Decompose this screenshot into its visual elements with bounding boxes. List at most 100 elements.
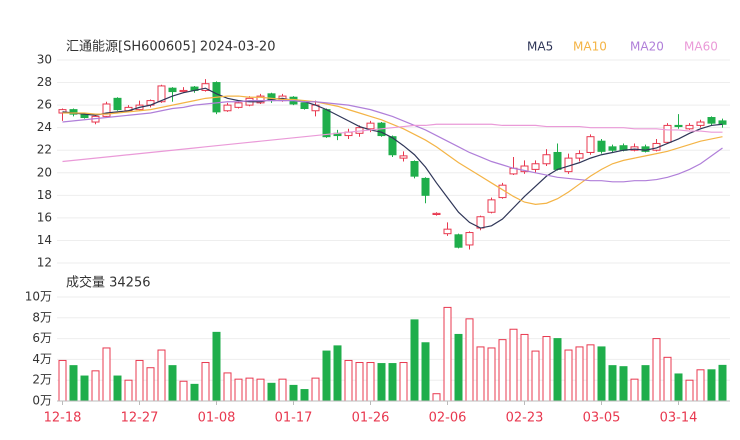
ma-line	[62, 87, 723, 229]
volume-bar	[509, 328, 518, 402]
volume-bar	[465, 318, 474, 402]
y-tick-label: 30	[37, 53, 52, 67]
volume-bar	[564, 349, 573, 402]
volume-bar	[663, 356, 672, 402]
volume-bar	[102, 347, 111, 402]
ma-line	[62, 95, 723, 205]
volume-bar	[80, 375, 89, 402]
legend-entry: MA20	[630, 40, 664, 54]
legend-entry: MA10	[573, 40, 607, 54]
candle-body	[531, 163, 540, 170]
volume-bar	[707, 369, 716, 402]
x-tick-label: 01-08	[198, 411, 236, 426]
volume-bar	[619, 366, 628, 402]
volume-bar	[135, 359, 144, 402]
candle-body	[179, 89, 188, 93]
x-tick-label: 01-17	[275, 411, 313, 426]
volume-bar	[146, 367, 155, 402]
volume-bar	[234, 378, 243, 402]
volume-bar	[322, 350, 331, 402]
y-tick-label: 2万	[32, 373, 52, 387]
candle-body	[454, 234, 463, 248]
volume-bar	[58, 359, 67, 402]
volume-bar	[245, 377, 254, 402]
volume-bar	[212, 331, 221, 402]
y-tick-label: 10万	[25, 290, 52, 304]
volume-bar	[179, 380, 188, 402]
x-tick-label: 03-14	[660, 411, 698, 426]
y-tick-label: 26	[37, 98, 52, 112]
y-tick-label: 22	[37, 143, 52, 157]
legend-entry: MA60	[684, 40, 718, 54]
x-tick-label: 12-18	[44, 411, 82, 426]
volume-bar	[311, 377, 320, 402]
y-tick-label: 14	[37, 233, 52, 247]
y-tick-label: 24	[37, 120, 52, 134]
candle-body	[542, 154, 551, 165]
candle-body	[223, 104, 232, 112]
candle-body	[388, 136, 397, 156]
volume-bar	[487, 347, 496, 402]
candle-body	[707, 117, 716, 124]
y-tick-label: 28	[37, 75, 52, 89]
y-tick-label: 16	[37, 210, 52, 224]
candle-body	[366, 122, 375, 130]
volume-bar	[333, 345, 342, 402]
candle-body	[487, 199, 496, 213]
volume-bar	[91, 370, 100, 402]
x-tick-label: 02-23	[506, 411, 544, 426]
volume-bar	[586, 344, 595, 402]
ma-line	[62, 100, 723, 183]
volume-bar	[674, 373, 683, 402]
candle-body	[201, 83, 210, 91]
candle-body	[234, 102, 243, 108]
candle-body	[300, 102, 309, 109]
volume-bar	[542, 336, 551, 402]
x-tick-label: 12-27	[121, 411, 159, 426]
volume-bar	[685, 379, 694, 402]
volume-bar	[113, 375, 122, 402]
volume-bar	[641, 365, 650, 402]
volume-bar	[597, 346, 606, 402]
volume-bar	[388, 363, 397, 402]
volume-bar	[289, 384, 298, 402]
candle-body	[663, 124, 672, 143]
volume-bar	[476, 346, 485, 402]
volume-bar	[575, 346, 584, 402]
volume-bar	[432, 393, 441, 402]
volume-bar	[520, 333, 529, 402]
volume-bar	[608, 365, 617, 402]
candle-body	[322, 109, 331, 138]
y-tick-label: 20	[37, 165, 52, 179]
volume-bar	[454, 333, 463, 402]
candle-body	[597, 140, 606, 152]
volume-bar	[421, 342, 430, 402]
volume-bar	[377, 363, 386, 402]
volume-bar	[553, 338, 562, 402]
volume-bar	[201, 362, 210, 402]
candle-body	[421, 177, 430, 196]
candle-body	[113, 97, 122, 111]
y-tick-label: 6万	[32, 331, 52, 345]
volume-bar	[300, 389, 309, 402]
y-tick-label: 8万	[32, 310, 52, 324]
volume-bar	[124, 379, 133, 402]
volume-bar	[168, 365, 177, 402]
y-tick-label: 12	[37, 256, 52, 270]
candle-body	[696, 121, 705, 126]
volume-bar	[69, 365, 78, 402]
candle-body	[674, 124, 683, 128]
legend-entry: MA5	[527, 40, 553, 54]
volume-bar	[410, 319, 419, 402]
chart-title: 汇通能源[SH600605] 2024-03-20	[66, 40, 275, 55]
ma-line	[62, 123, 723, 163]
volume-bar	[344, 359, 353, 402]
volume-bar	[498, 339, 507, 402]
volume-bar	[630, 378, 639, 402]
candle-body	[432, 212, 441, 216]
volume-bar	[267, 382, 276, 402]
x-tick-label: 02-06	[429, 411, 467, 426]
volume-bar	[531, 350, 540, 402]
candle-body	[69, 109, 78, 115]
volume-bar	[443, 306, 452, 402]
